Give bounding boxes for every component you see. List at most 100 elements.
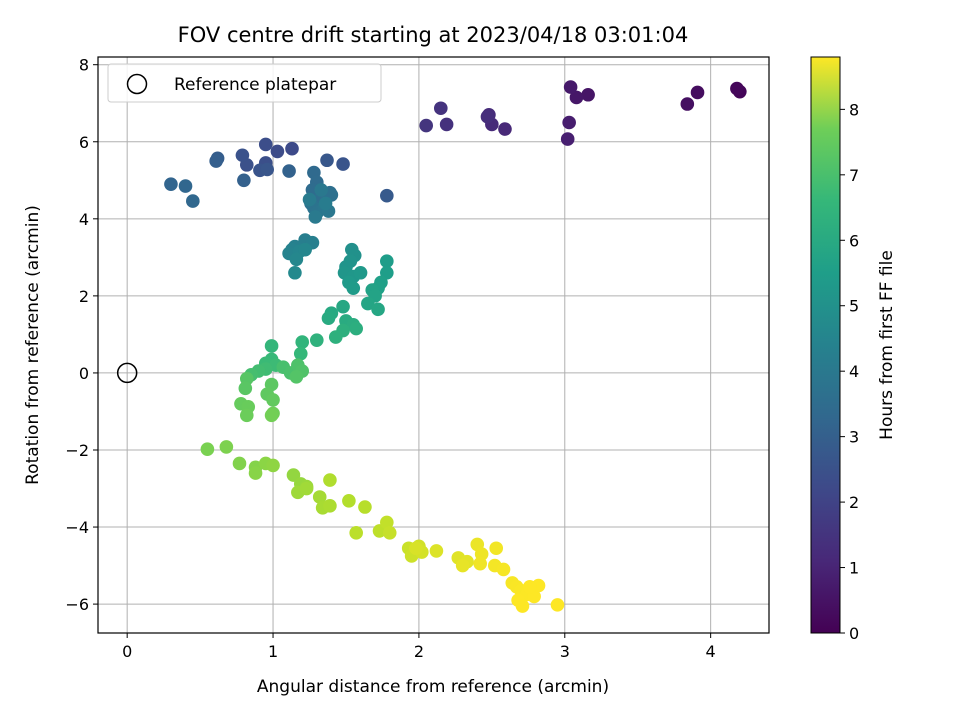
data-point [232,456,247,471]
data-point [349,321,363,336]
data-point [264,339,279,353]
data-point [312,490,327,504]
colorbar-tick-label: 6 [849,231,859,250]
data-point [515,599,530,613]
data-point [293,346,308,361]
data-point [380,188,394,203]
colorbar-ticks: 0 1 2 3 4 5 6 7 8 [840,100,859,643]
data-point [489,541,504,556]
legend-marker-icon [126,73,148,95]
legend: Reference platepar [107,63,382,103]
legend-box [107,63,382,103]
colorbar-tick-label: 8 [849,100,859,119]
data-point [429,544,444,558]
data-point [238,381,253,396]
data-point [314,183,328,197]
data-point [380,254,394,269]
y-tick-label: −4 [65,518,89,537]
data-point [248,466,263,480]
data-point [439,117,454,132]
colorbar-tick-label: 4 [849,362,859,381]
data-point [419,118,434,133]
data-point [302,192,317,207]
data-point [380,515,394,530]
colorbar-tick-label: 3 [849,428,859,447]
data-point [164,177,178,191]
data-point [239,408,254,423]
data-points [164,80,747,613]
data-point [382,526,397,540]
data-point [473,556,487,571]
data-point [562,115,576,130]
colorbar-tick-label: 5 [849,297,859,316]
x-axis-label: Angular distance from reference (arcmin) [257,677,609,697]
y-tick-label: −6 [65,595,89,614]
data-point [318,196,333,211]
data-point [308,210,323,224]
plot-area-frame [97,56,770,634]
data-point [581,87,595,102]
data-point [563,80,578,94]
data-point [328,330,343,344]
data-point [299,481,314,496]
data-point [270,144,285,159]
data-point [690,85,705,100]
data-point [219,440,234,454]
y-tick-label: −2 [65,441,89,460]
x-tick-label: 0 [122,642,132,661]
data-point [285,141,299,156]
data-point [200,442,215,457]
data-point [569,90,584,105]
data-point [237,173,251,188]
x-tick-label: 1 [268,642,278,661]
data-point [409,541,423,556]
data-point [522,579,537,594]
colorbar-tick-label: 0 [849,624,859,643]
data-point [321,311,336,326]
chart-title: FOV centre drift starting at 2023/04/18 … [178,23,689,47]
colorbar: 0 1 2 3 4 5 6 7 8 Hours from first FF file [810,56,897,643]
data-point [480,109,495,124]
y-axis-label: Rotation from reference (arcmin) [23,205,43,485]
colorbar-tick-label: 1 [849,559,859,578]
data-point [323,473,337,487]
data-point [235,148,250,163]
data-point [433,101,448,116]
data-point [264,408,279,423]
data-point [361,296,375,311]
colorbar-label: Hours from first FF file [877,250,897,440]
data-point [346,281,361,295]
data-point [342,494,356,508]
data-point [209,154,223,168]
y-tick-label: 8 [79,56,89,75]
data-point [371,302,385,317]
data-point [320,153,334,168]
data-point [498,122,512,136]
x-tick-label: 4 [706,642,716,661]
data-point [266,393,280,407]
data-point [258,137,273,152]
data-point [289,252,304,267]
data-point [323,499,337,513]
data-point [178,179,193,193]
y-tick-label: 6 [79,133,89,152]
data-point [353,265,368,280]
y-tick-label: 4 [79,210,89,229]
reference-platepar-marker [116,362,138,384]
data-point [289,369,304,384]
x-tick-label: 3 [560,642,570,661]
data-point [282,164,296,178]
data-point [455,558,470,573]
colorbar-tick-label: 7 [849,166,859,185]
data-point [496,562,511,577]
data-point [298,242,312,257]
data-point [186,194,200,208]
data-point [295,335,310,349]
colorbar-gradient [810,56,841,634]
legend-entry-label: Reference platepar [174,75,336,95]
data-point [260,162,275,177]
data-point [358,500,372,514]
y-axis-ticks: −6 −4 −2 0 2 4 6 8 [65,56,98,614]
y-tick-label: 0 [79,364,89,383]
